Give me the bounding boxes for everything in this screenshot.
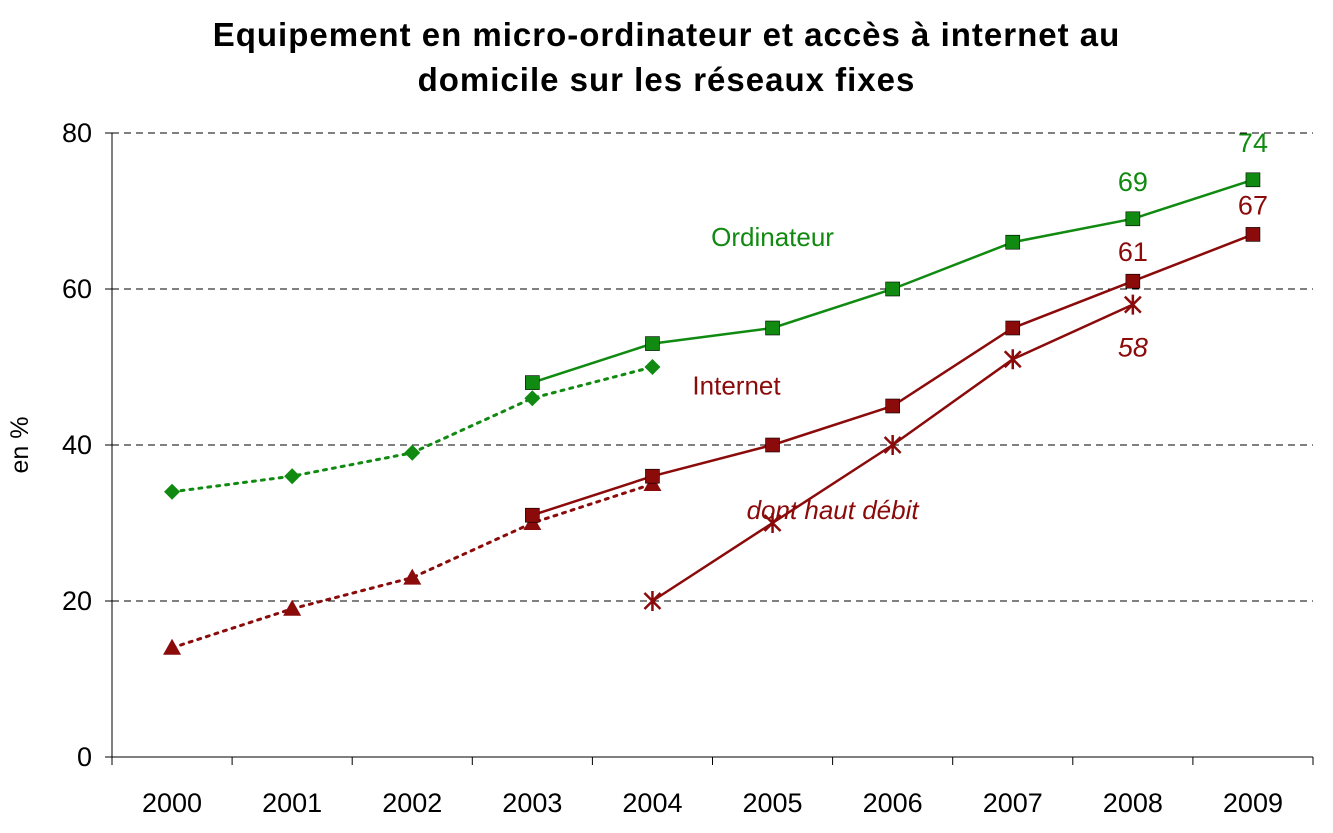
series-annotation: Internet — [692, 370, 781, 400]
x-tick-label: 2009 — [1223, 788, 1283, 818]
x-tick-label: 2004 — [622, 788, 682, 818]
square-marker — [525, 507, 540, 523]
data-label: 61 — [1118, 237, 1148, 267]
square-marker — [885, 398, 900, 414]
x-tick-label: 2007 — [983, 788, 1043, 818]
diamond-marker — [284, 468, 301, 485]
series-line — [170, 365, 654, 494]
square-marker — [1125, 273, 1141, 289]
x-tick-label: 2005 — [743, 788, 803, 818]
square-marker — [525, 375, 540, 390]
star-marker — [763, 513, 782, 533]
star-marker — [1123, 294, 1142, 315]
series-annotation: Ordinateur — [711, 222, 834, 252]
diamond-marker — [524, 390, 541, 407]
triangle-marker — [403, 568, 422, 585]
series-line — [531, 233, 1254, 517]
square-marker — [765, 320, 780, 336]
x-tick-label: 2006 — [863, 788, 923, 818]
square-marker — [1125, 211, 1141, 227]
diamond-marker — [404, 444, 421, 461]
square-marker — [885, 281, 900, 297]
square-marker — [645, 468, 660, 484]
gridlines — [112, 132, 1313, 602]
series-markers — [163, 172, 1261, 655]
square-marker — [1245, 227, 1261, 242]
triangle-marker — [283, 599, 302, 616]
x-tick-label: 2002 — [382, 788, 442, 818]
y-tick-label: 20 — [62, 586, 92, 616]
square-marker — [645, 336, 660, 351]
x-tick-label: 2008 — [1103, 788, 1163, 818]
data-label: 69 — [1118, 167, 1148, 197]
square-marker — [1245, 172, 1261, 188]
data-label: 58 — [1118, 333, 1148, 363]
axes: en % 0 20 40 60 80 2000 2001 2002 2003 2004 2005 20… — [6, 118, 1314, 818]
y-tick-label: 0 — [77, 742, 92, 772]
diamond-marker — [164, 483, 181, 500]
star-marker — [1003, 349, 1022, 370]
y-tick-label: 40 — [62, 430, 92, 460]
square-marker — [765, 437, 780, 453]
series-annotations: Ordinateur Internet dont haut débit — [692, 222, 920, 525]
diamond-marker — [644, 359, 661, 375]
data-label: 74 — [1238, 128, 1268, 158]
square-marker — [1005, 234, 1021, 250]
x-tick-label: 2001 — [262, 788, 322, 818]
series-annotation: dont haut débit — [747, 495, 921, 525]
y-tick-label: 80 — [62, 118, 92, 148]
triangle-marker — [163, 638, 182, 655]
x-tick-label: 2003 — [502, 788, 562, 818]
x-tick-label: 2000 — [142, 788, 202, 818]
y-tick-label: 60 — [62, 274, 92, 304]
data-label: 67 — [1238, 190, 1268, 220]
star-marker — [883, 435, 902, 455]
chart-title: Equipement en micro-ordinateur et accès … — [212, 16, 1121, 98]
data-labels: 69 74 61 67 58 — [1118, 128, 1268, 363]
series-line — [170, 482, 654, 650]
y-axis-title: en % — [6, 417, 34, 474]
square-marker — [1005, 320, 1021, 336]
star-marker — [643, 591, 662, 611]
